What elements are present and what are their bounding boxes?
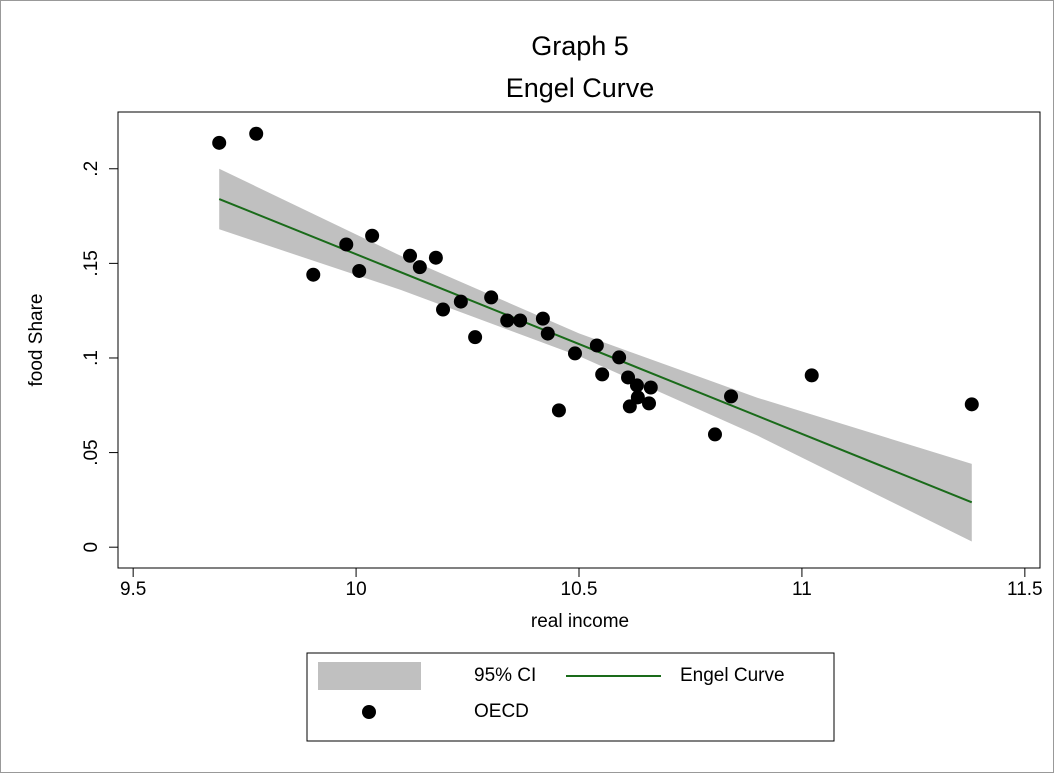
point [352, 263, 367, 278]
point [622, 399, 637, 414]
point [629, 378, 644, 393]
x-axis-label: real income [531, 611, 629, 632]
chart-title: Graph 5 [531, 31, 629, 61]
x-tick-label: 10.5 [561, 579, 598, 600]
y-tick-label: .15 [81, 250, 102, 276]
point [612, 350, 627, 365]
y-tick-label: 0 [81, 542, 102, 553]
point [643, 380, 658, 395]
point [567, 346, 582, 361]
y-tick-label: .1 [81, 350, 102, 366]
point [589, 338, 604, 353]
point [403, 248, 418, 263]
point [513, 313, 528, 328]
legend-swatch [318, 662, 421, 690]
point [468, 330, 483, 345]
y-axis-label: food Share [26, 294, 47, 387]
y-tick-label: .2 [81, 161, 102, 177]
point [964, 397, 979, 412]
point [630, 390, 645, 405]
legend-label: OECD [474, 701, 529, 722]
point [484, 290, 499, 305]
point [500, 313, 515, 328]
point [724, 389, 739, 404]
point [306, 267, 321, 282]
point [428, 250, 443, 265]
y-tick-label: .05 [81, 439, 102, 465]
point [621, 370, 636, 385]
point [595, 367, 610, 382]
point [535, 311, 550, 326]
legend-label: 95% CI [474, 665, 536, 686]
point [551, 403, 566, 418]
chart-subtitle: Engel Curve [506, 73, 655, 103]
point [540, 326, 555, 341]
plot-frame [117, 111, 1041, 569]
point [436, 302, 451, 317]
point [453, 294, 468, 309]
point [412, 260, 427, 275]
x-tick-label: 11.5 [1007, 579, 1043, 600]
point [212, 135, 227, 150]
point [707, 427, 722, 442]
legend-label: Engel Curve [680, 665, 785, 686]
x-tick-label: 9.5 [120, 579, 146, 600]
point [804, 368, 819, 383]
point [339, 237, 354, 252]
legend-swatch [362, 705, 376, 719]
point [641, 396, 656, 411]
x-tick-label: 11 [792, 579, 812, 600]
x-tick-label: 10 [346, 579, 367, 600]
point [249, 126, 264, 141]
point [365, 228, 380, 243]
